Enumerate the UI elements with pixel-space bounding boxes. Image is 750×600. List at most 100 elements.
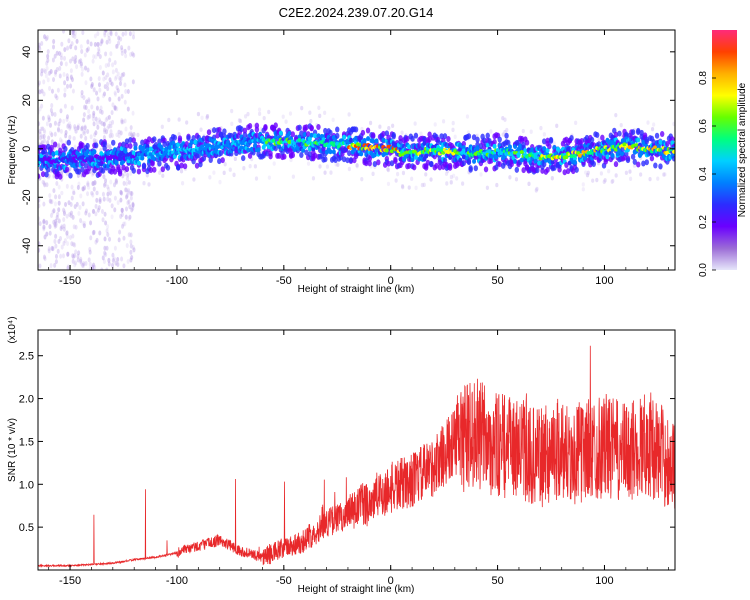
spectrogram-cell <box>108 120 112 126</box>
spectrogram-cell <box>79 256 83 262</box>
spectrogram-cell <box>52 188 56 194</box>
spectrogram-cell <box>103 32 107 38</box>
spectrogram-cell <box>92 138 96 143</box>
spectrogram-cell <box>48 193 52 199</box>
spectrogram-cell <box>129 130 133 136</box>
spectrogram-cell <box>74 224 78 230</box>
spectrogram-cell <box>103 211 107 217</box>
spectrogram-cell <box>142 181 146 186</box>
spectrogram-cell <box>290 131 295 138</box>
spectrogram-cell <box>424 153 429 159</box>
spectrogram-cell <box>80 93 84 99</box>
spectrogram-cell <box>581 182 585 187</box>
spectrogram-cell <box>70 105 74 111</box>
spectrogram-cell <box>121 31 125 37</box>
spectrogram-cell <box>103 91 107 97</box>
spectrogram-cell <box>384 148 390 153</box>
spectrogram-cell <box>40 140 44 146</box>
spectrogram-cell <box>232 172 236 178</box>
spectrogram-cell <box>157 160 162 167</box>
spectrogram-cell <box>282 153 287 160</box>
snr-x-ticks: -150 -100 -50 0 50 100 <box>48 330 669 587</box>
spectrogram-cell <box>70 195 74 201</box>
spectrogram-cell <box>186 134 191 141</box>
spectrogram-cell <box>228 167 232 172</box>
spectrogram-cell <box>38 263 42 269</box>
spectrogram-cell <box>84 135 88 141</box>
spectrogram-cell <box>91 208 95 214</box>
spectrogram-cell <box>66 122 70 128</box>
spectrogram-cell <box>386 181 391 187</box>
spectrogram-cell <box>56 248 60 254</box>
spectrogram-cell <box>53 163 58 169</box>
spectrogram-cell <box>89 134 93 140</box>
spectrogram-cell <box>117 237 121 243</box>
spectrogram-cell <box>254 176 259 181</box>
spectrogram-cell <box>131 202 135 208</box>
spectrogram-cell <box>348 157 354 164</box>
spectrogram-cell <box>185 120 189 125</box>
spectrogram-cell <box>108 133 112 139</box>
spectrogram-cell <box>121 119 125 125</box>
spectrogram-cell <box>59 236 63 242</box>
spectrogram-cell <box>278 130 283 136</box>
spectrogram-cell <box>38 135 42 141</box>
spectrogram-cell <box>99 41 103 47</box>
spectrogram-cell <box>54 233 58 239</box>
spectrogram-cell <box>284 119 288 124</box>
spectrogram-cell <box>100 267 104 270</box>
spectrogram-cell <box>45 35 49 41</box>
spectrogram-cell <box>114 67 118 73</box>
snr-frame <box>37 329 676 571</box>
spectrogram-cell <box>246 111 250 117</box>
spectrogram-cell <box>179 169 184 174</box>
spectrogram-cell <box>47 114 51 120</box>
spectrogram-cell <box>572 159 577 165</box>
spectrogram-cell <box>50 245 54 251</box>
spectrogram-cell <box>121 141 126 148</box>
spectrogram-cell <box>124 88 128 94</box>
spectrogram-cell <box>70 77 74 83</box>
spectrogram-cell <box>473 165 478 172</box>
spectrogram-cell <box>472 158 477 164</box>
spectrogram-cell <box>125 176 130 181</box>
spectrogram-cell <box>63 47 67 53</box>
spectrogram-cell <box>69 213 73 219</box>
spectrogram-cell <box>176 142 181 148</box>
spectrogram-cell <box>206 143 212 148</box>
snr-y-scale-note: (x10⁴) <box>7 316 18 343</box>
spectrogram-cell <box>59 225 63 231</box>
spectrogram-cell <box>56 87 60 93</box>
spectrogram-cell <box>38 45 41 51</box>
spectrogram-cell <box>624 170 628 175</box>
spectrogram-cell <box>108 144 112 150</box>
spectrogram-cell <box>73 204 77 210</box>
spectrogram-cell <box>539 125 543 131</box>
spectrogram-cell <box>48 224 52 230</box>
spectrogram-cell <box>537 160 542 166</box>
spectrogram-cell <box>665 140 670 147</box>
spectrogram-cell <box>594 131 600 138</box>
spectrogram-cell <box>106 72 110 78</box>
spectrogram-cell <box>38 173 41 180</box>
spectrogram-cell <box>117 133 121 139</box>
spectrogram-cell <box>102 141 107 148</box>
spectrogram-cell <box>131 201 135 207</box>
spectrogram-cell <box>65 230 69 236</box>
spectrogram-cell <box>352 146 357 152</box>
spectrogram-x-tick-label: -150 <box>59 275 81 287</box>
spectrogram-cell <box>215 132 220 139</box>
spectrogram-cell <box>118 229 122 235</box>
spectrogram-cell <box>121 164 126 171</box>
spectrogram-panel: -150 -100 -50 0 50 100 -40 -20 0 20 40 Height of … <box>7 29 676 295</box>
spectrogram-cell <box>103 84 107 90</box>
spectrogram-cell <box>54 69 58 75</box>
spectrogram-cell <box>86 67 90 73</box>
spectrogram-cell <box>208 175 212 180</box>
spectrogram-cell <box>93 264 97 270</box>
spectrogram-cell <box>654 132 660 139</box>
spectrogram-cell <box>83 185 87 191</box>
spectrogram-cell <box>248 163 252 169</box>
spectrogram-cell <box>74 260 78 266</box>
